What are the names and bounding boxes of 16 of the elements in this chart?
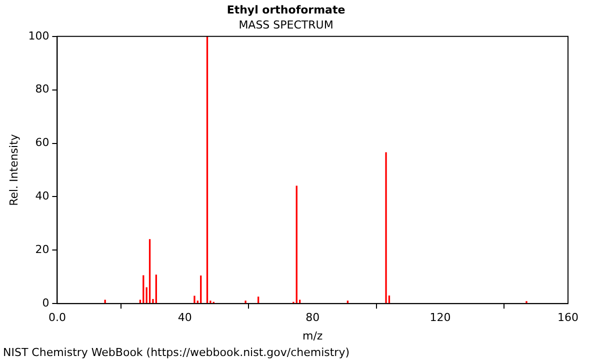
y-tick-label: 40 — [35, 190, 50, 203]
x-tick-label: 40 — [178, 311, 192, 324]
y-tick-label: 80 — [35, 82, 50, 96]
y-tick-label: 100 — [28, 29, 50, 42]
y-tick-label: 0 — [42, 296, 50, 310]
text: NIST Chemistry WebBook (https://webbook.nist.gov/chemistry) — [3, 346, 350, 359]
y-tick-label: 20 — [35, 243, 50, 256]
x-tick-label: 80 — [306, 311, 320, 324]
x-axis-title: m/z — [302, 329, 323, 342]
chart-subtitle: MASS SPECTRUM — [238, 18, 334, 32]
x-tick-label: 0.0 — [48, 311, 66, 324]
x-tick-label: 120 — [430, 311, 451, 324]
y-axis-title: Rel. Intensity — [7, 134, 20, 206]
y-tick-label: 60 — [35, 136, 50, 150]
x-tick-label: 160 — [558, 311, 578, 324]
chart-title: Ethyl orthoformate — [226, 3, 346, 16]
